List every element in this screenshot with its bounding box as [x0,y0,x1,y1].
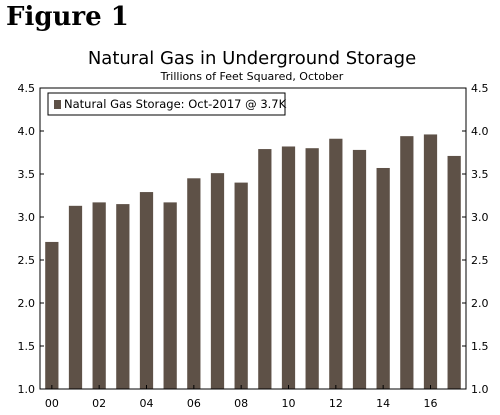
bar-2002 [92,202,106,389]
bar-2000 [45,241,59,389]
y-tick-label-left: 3.0 [18,211,36,224]
x-tick-label: 04 [140,397,154,410]
y-axis-right: 4.5 4.0 3.5 3.0 2.5 2.0 1.5 1.0 [462,82,489,396]
y-tick-label-left: 3.5 [18,168,36,181]
x-tick-label: 10 [282,397,296,410]
y-tick-label-right: 2.5 [471,254,489,267]
x-tick-label: 06 [187,397,201,410]
legend-box [47,92,286,116]
legend-swatch [54,100,61,109]
bar-2009 [258,149,272,389]
y-tick-label-left: 2.0 [18,297,36,310]
chart-subtitle: Trillions of Feet Squared, October [160,70,344,83]
bar-2015 [400,136,414,389]
bar-2006 [187,178,201,389]
y-tick-label-right: 4.5 [471,82,489,95]
y-tick-label-right: 2.0 [471,297,489,310]
bar-2012 [329,138,343,389]
x-tick-label: 16 [424,397,438,410]
bar-2013 [352,149,367,389]
bar-2014 [376,167,390,389]
bar-2010 [281,146,296,389]
bar-2004 [139,192,154,389]
x-tick-label: 12 [329,397,343,410]
bar-2016 [423,134,438,389]
x-tick-label: 00 [45,397,59,410]
x-tick-label: 14 [376,397,390,410]
y-tick-label-right: 3.5 [471,168,489,181]
bar-2008 [234,182,248,389]
y-tick-label-left: 4.0 [18,125,36,138]
y-tick-label-left: 1.0 [18,383,36,396]
y-tick-label-right: 4.0 [471,125,489,138]
x-axis: 00 02 04 06 08 10 12 14 16 [45,385,438,410]
figure-label: Figure 1 [6,2,129,32]
bar-2017 [447,155,461,389]
bar-2001 [68,205,83,389]
y-tick-label-right: 1.0 [471,383,489,396]
bar-2003 [116,204,130,389]
y-tick-label-right: 1.5 [471,340,489,353]
bar-2007 [210,173,225,389]
plot-frame [39,87,467,390]
legend-label: Natural Gas Storage: Oct-2017 @ 3.7K [64,97,287,111]
y-tick-label-left: 1.5 [18,340,36,353]
x-tick-label: 08 [234,397,248,410]
y-tick-label-left: 4.5 [18,82,36,95]
x-tick-label: 02 [92,397,106,410]
y-axis-left: 4.5 4.0 3.5 3.0 2.5 2.0 1.5 1.0 [18,82,44,396]
legend: Natural Gas Storage: Oct-2017 @ 3.7K [47,92,287,116]
bars-group [45,134,461,389]
bar-2005 [163,202,177,389]
y-tick-label-right: 3.0 [471,211,489,224]
axes-group [39,87,467,390]
y-tick-label-left: 2.5 [18,254,36,267]
chart-title: Natural Gas in Underground Storage [88,48,416,69]
bar-2011 [305,148,319,389]
